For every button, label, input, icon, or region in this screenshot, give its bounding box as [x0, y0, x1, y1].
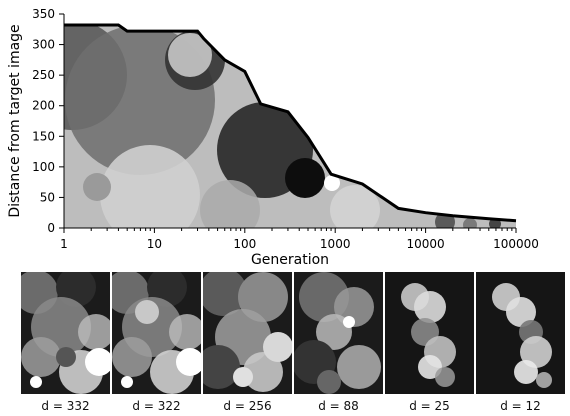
- thumbnail-3-image: [203, 272, 292, 392]
- x-ticks: 1 10 100 1000 10000 100000: [60, 228, 539, 251]
- x-tick-label: 100: [233, 237, 256, 251]
- bg-circle: [200, 180, 260, 228]
- bg-circle: [330, 185, 380, 228]
- distance-curve: [64, 23, 517, 223]
- bg-circle: [168, 33, 212, 77]
- thumbnail-5: [385, 272, 474, 394]
- x-tick-label: 10000: [407, 237, 445, 251]
- thumbnail-4-image: [294, 272, 381, 394]
- bg-circle: [489, 218, 501, 228]
- area-fill-group: [64, 25, 516, 228]
- thumbnail-5-label: d = 25: [409, 399, 450, 413]
- x-axis-label: Generation: [251, 252, 329, 268]
- thumbnail-6-image: [492, 283, 552, 388]
- y-tick-label: 350: [32, 7, 55, 21]
- bg-circle: [435, 212, 455, 228]
- x-tick-label: 1: [60, 237, 68, 251]
- thumbnail-2-image: [112, 272, 201, 394]
- y-tick-label: 200: [32, 99, 55, 113]
- y-tick-label: 150: [32, 129, 55, 143]
- bg-circle: [463, 218, 477, 228]
- thumbnail-3-label: d = 256: [223, 399, 272, 413]
- thumbnail-4-label: d = 88: [318, 399, 359, 413]
- thumbnail-6: [476, 272, 565, 394]
- thumbnail-3: [203, 272, 292, 394]
- y-ticks: 0 50 100 150 200 250 300 350: [32, 7, 64, 235]
- thumbnail-1-image: [21, 272, 110, 394]
- thumbnail-2: [112, 272, 201, 394]
- thumbnail-4: [294, 272, 383, 394]
- bg-circle: [285, 158, 325, 198]
- y-tick-label: 100: [32, 160, 55, 174]
- y-tick-label: 50: [40, 190, 55, 204]
- y-tick-label: 250: [32, 68, 55, 82]
- bg-circle: [100, 145, 200, 228]
- bg-circle: [83, 173, 111, 201]
- y-tick-label: 300: [32, 38, 55, 52]
- thumbnail-1: [21, 272, 110, 394]
- bg-circle: [324, 175, 340, 191]
- x-tick-label: 10: [147, 237, 162, 251]
- distance-chart: 1 10 100 1000 10000 100000 0 50 100 150 200 250 300…: [7, 7, 539, 268]
- x-tick-label: 1000: [320, 237, 351, 251]
- thumbnail-6-label: d = 12: [500, 399, 541, 413]
- y-tick-label: 0: [47, 221, 55, 235]
- y-axis-label: Distance from target image: [7, 24, 23, 217]
- thumbnail-5-image: [401, 283, 456, 387]
- thumbnail-1-label: d = 332: [41, 399, 90, 413]
- thumbnail-2-label: d = 322: [132, 399, 181, 413]
- thumbnail-strip: [21, 272, 567, 394]
- x-tick-label: 100000: [493, 237, 539, 251]
